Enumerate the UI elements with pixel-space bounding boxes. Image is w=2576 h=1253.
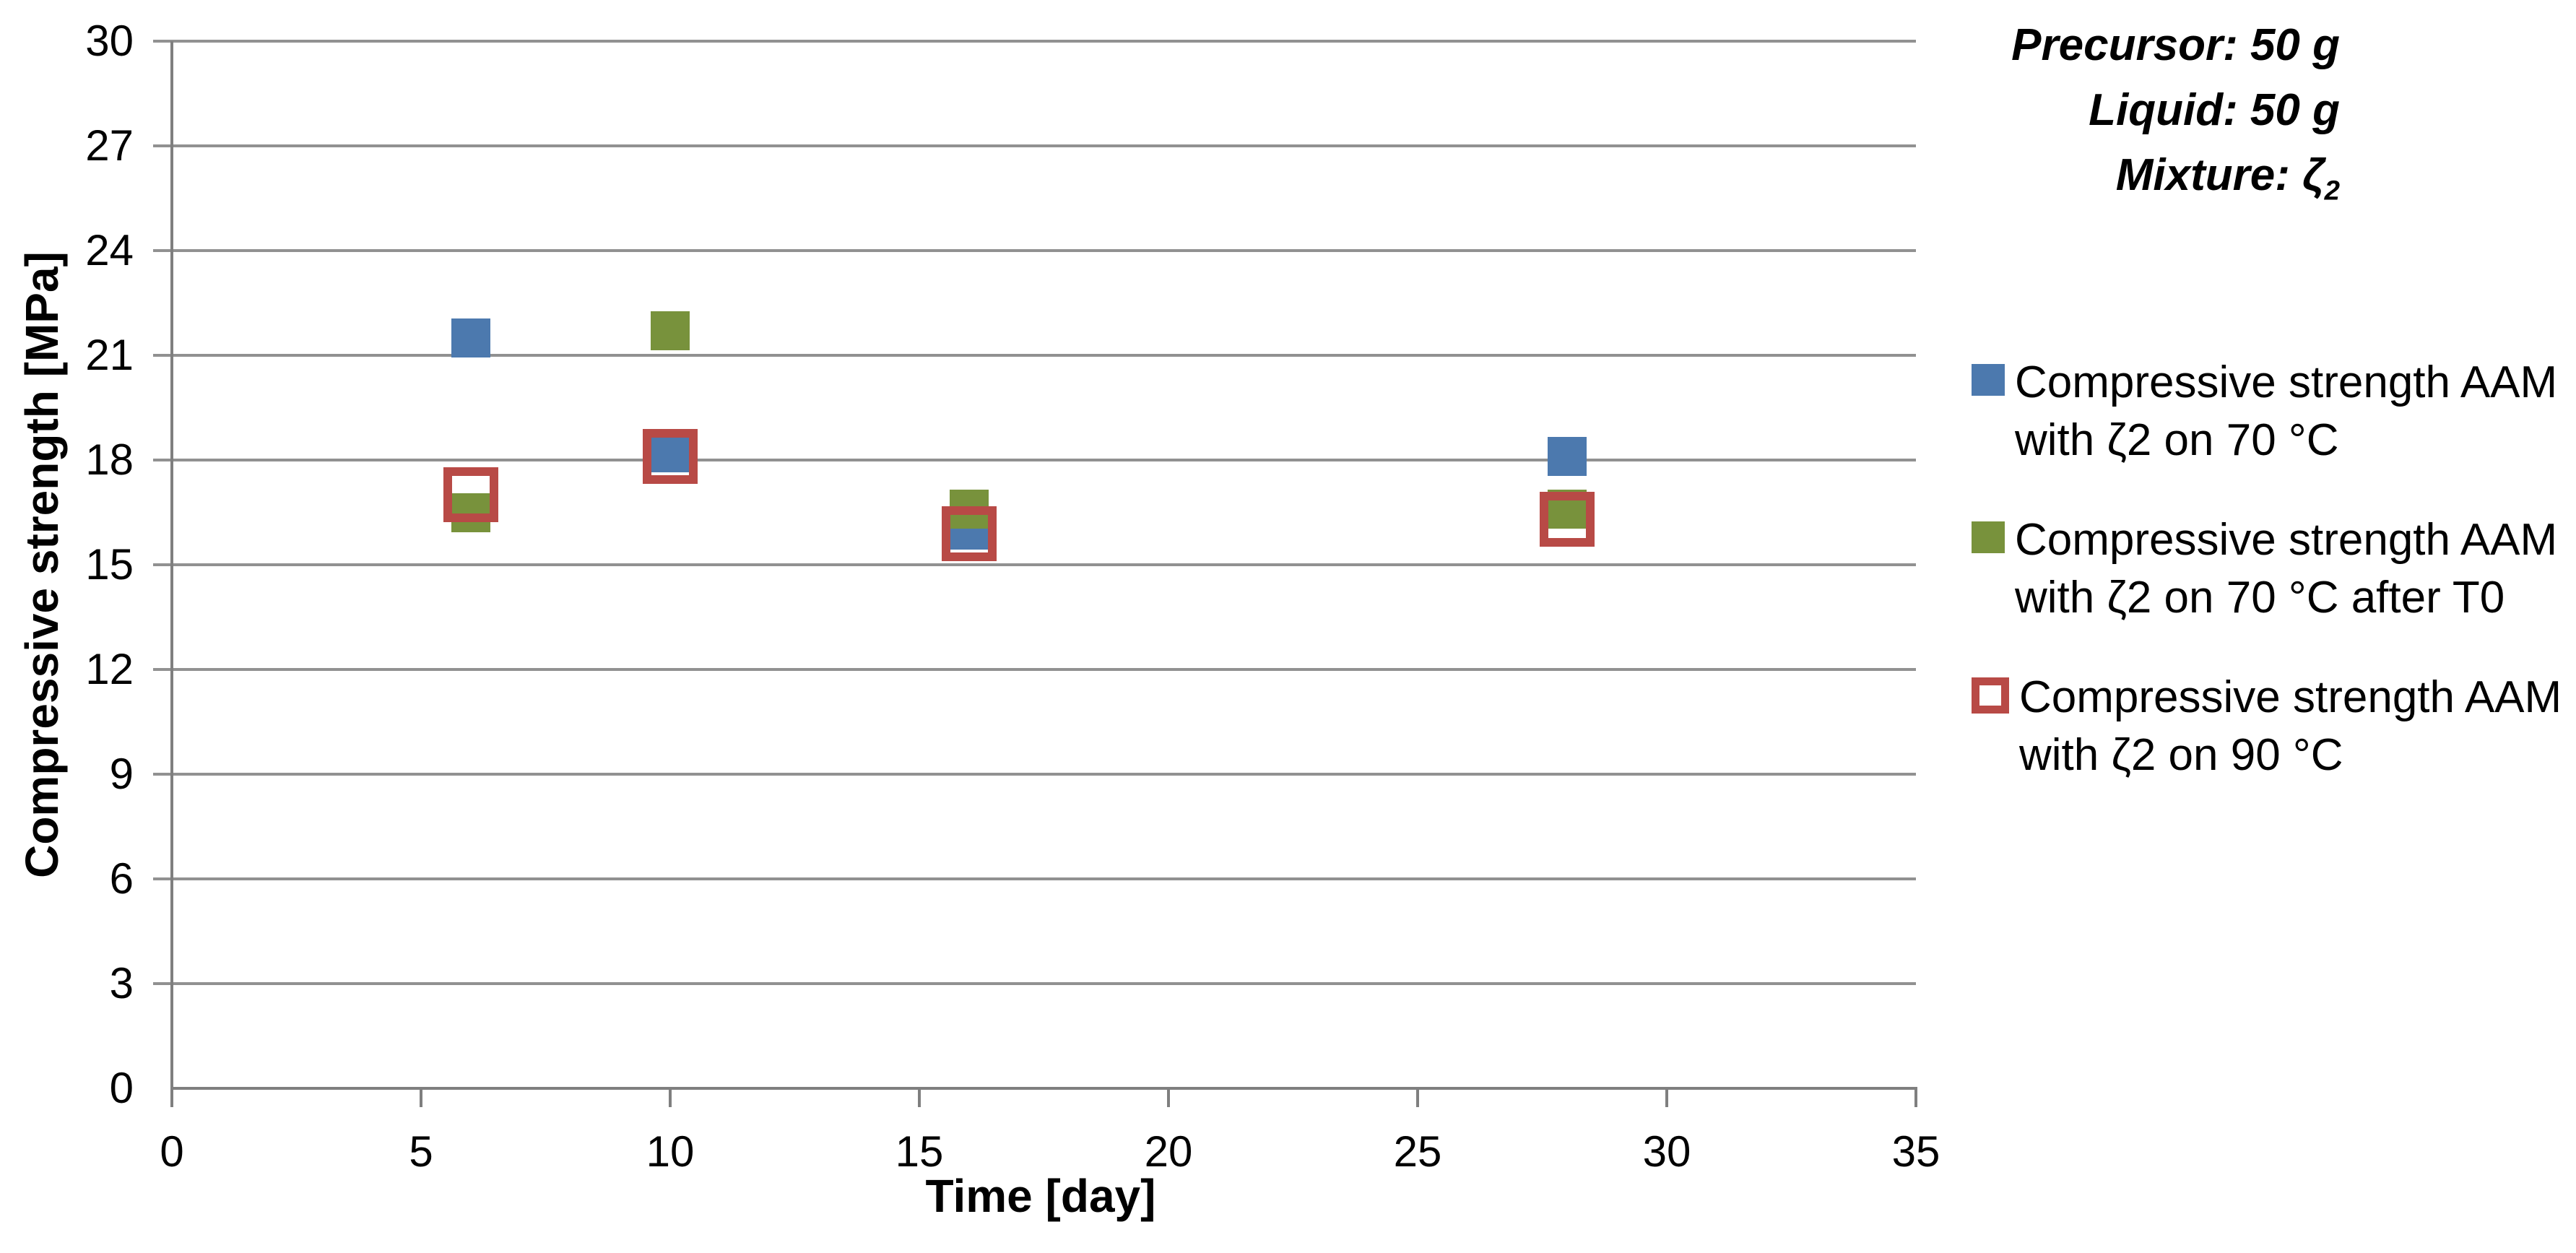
x-tick-mark xyxy=(170,1088,173,1107)
x-tick-label: 25 xyxy=(1393,1127,1442,1176)
x-tick-mark xyxy=(1665,1088,1668,1107)
x-tick-mark xyxy=(669,1088,672,1107)
legend-filled-square-icon xyxy=(1972,521,2005,553)
gridline xyxy=(153,668,1916,671)
x-tick-label: 15 xyxy=(895,1127,944,1176)
data-point-marker xyxy=(451,318,490,357)
gridline xyxy=(153,354,1916,357)
gridline xyxy=(153,40,1916,43)
chart-legend: Compressive strength AAM with ζ2 on 70 °C… xyxy=(1972,354,2576,826)
y-tick-label: 30 xyxy=(85,17,134,65)
y-tick-label: 3 xyxy=(109,959,134,1007)
gridline xyxy=(153,877,1916,880)
legend-filled-square-icon xyxy=(1972,364,2005,396)
y-tick-label: 18 xyxy=(85,435,134,484)
gridline xyxy=(153,773,1916,776)
data-point-marker xyxy=(643,429,698,485)
legend-open-square-icon xyxy=(1972,677,2009,714)
legend-label: Compressive strength AAM with ζ2 on 70 °C… xyxy=(2015,515,2558,623)
x-axis-title: Time [day] xyxy=(925,1170,1156,1222)
gridline xyxy=(153,563,1916,566)
x-tick-label: 20 xyxy=(1144,1127,1193,1176)
data-point-marker xyxy=(443,467,498,523)
data-point-marker xyxy=(451,493,490,532)
legend-label: Compressive strength AAM with ζ2 on 90 °C xyxy=(2019,672,2562,780)
y-tick-label: 24 xyxy=(85,226,134,274)
y-axis-line xyxy=(170,41,173,1107)
y-tick-label: 12 xyxy=(85,645,134,693)
x-tick-mark xyxy=(1167,1088,1170,1107)
y-tick-label: 27 xyxy=(85,121,134,170)
legend-item: Compressive strength AAM with ζ2 on 70 °C xyxy=(1972,354,2576,469)
y-tick-label: 0 xyxy=(109,1064,134,1112)
x-axis-line xyxy=(170,1087,1917,1090)
x-tick-label: 10 xyxy=(646,1127,695,1176)
legend-item: Compressive strength AAM with ζ2 on 70 °C… xyxy=(1972,511,2576,627)
data-point-marker xyxy=(942,506,997,561)
x-tick-label: 5 xyxy=(409,1127,433,1176)
gridline xyxy=(153,459,1916,461)
y-tick-label: 21 xyxy=(85,331,134,379)
annotation-line: Precursor: 50 g xyxy=(2011,20,2340,70)
x-tick-mark xyxy=(420,1088,422,1107)
chart-annotation: Precursor: 50 g Liquid: 50 g Mixture: ζ2 xyxy=(2011,13,2340,223)
data-point-marker xyxy=(651,433,690,473)
annotation-line: Mixture: ζ2 xyxy=(2115,150,2340,207)
y-tick-label: 6 xyxy=(109,854,134,903)
y-tick-label: 9 xyxy=(109,750,134,798)
data-point-marker xyxy=(1540,492,1595,547)
gridline xyxy=(153,249,1916,252)
data-point-marker xyxy=(651,311,690,351)
gridline xyxy=(153,982,1916,985)
x-tick-mark xyxy=(1914,1088,1917,1107)
x-tick-mark xyxy=(918,1088,921,1107)
data-point-marker xyxy=(1548,437,1587,477)
x-tick-mark xyxy=(1416,1088,1419,1107)
x-tick-label: 35 xyxy=(1891,1127,1940,1176)
legend-item: Compressive strength AAM with ζ2 on 90 °C xyxy=(1972,669,2576,784)
y-tick-label: 15 xyxy=(85,540,134,589)
annotation-line: Liquid: 50 g xyxy=(2089,85,2340,135)
legend-label: Compressive strength AAM with ζ2 on 70 °C xyxy=(2015,357,2558,465)
gridline xyxy=(153,144,1916,147)
x-tick-label: 30 xyxy=(1642,1127,1691,1176)
x-tick-label: 0 xyxy=(160,1127,184,1176)
